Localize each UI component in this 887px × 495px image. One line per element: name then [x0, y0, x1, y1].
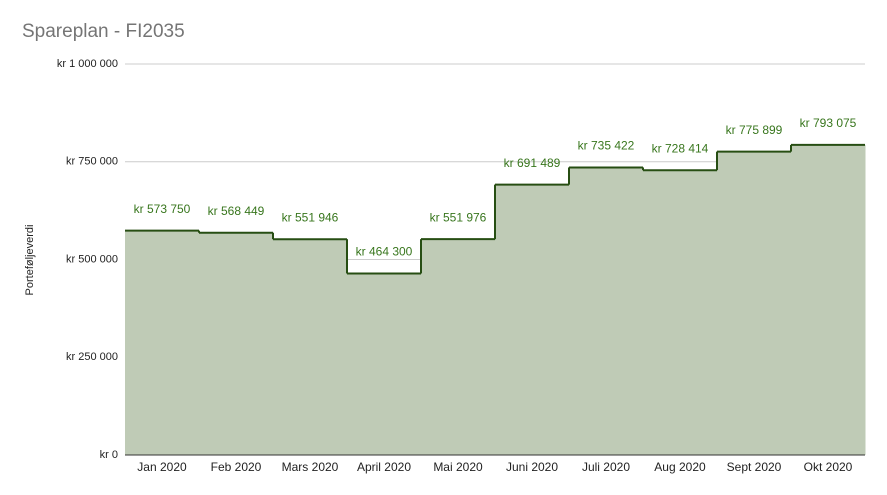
area-step [643, 170, 718, 455]
area-step [199, 232, 274, 455]
y-tick-label: kr 250 000 [66, 351, 118, 363]
data-label: kr 728 414 [652, 141, 709, 155]
data-label: kr 793 075 [800, 116, 857, 130]
data-label: kr 691 489 [504, 156, 561, 170]
area-step [273, 239, 348, 455]
y-tick-label: kr 750 000 [66, 156, 118, 168]
data-label: kr 573 750 [134, 202, 191, 216]
data-label: kr 568 449 [208, 204, 265, 218]
area-step [421, 239, 496, 455]
area-step [791, 144, 866, 456]
data-label: kr 551 946 [282, 210, 339, 224]
x-tick-label: Jan 2020 [137, 460, 187, 474]
data-label: kr 551 976 [430, 210, 487, 224]
x-tick-label: Mai 2020 [433, 460, 483, 474]
area-step [495, 184, 570, 455]
x-tick-label: Juni 2020 [506, 460, 558, 474]
area-step [717, 151, 792, 456]
data-label: kr 464 300 [356, 245, 413, 259]
x-tick-label: Sept 2020 [727, 460, 782, 474]
y-axis-label: Porteføljeverdi [24, 225, 36, 296]
data-label: kr 775 899 [726, 123, 783, 137]
x-tick-label: April 2020 [357, 460, 411, 474]
y-tick-label: kr 500 000 [66, 253, 118, 265]
x-tick-label: Aug 2020 [654, 460, 706, 474]
x-tick-label: Mars 2020 [282, 460, 339, 474]
x-tick-label: Feb 2020 [211, 460, 262, 474]
chart-title: Spareplan - FI2035 [22, 21, 185, 42]
area-step [125, 230, 200, 455]
data-label: kr 735 422 [578, 139, 635, 153]
y-tick-label: kr 0 [100, 449, 118, 461]
area-step [347, 273, 422, 455]
x-tick-label: Okt 2020 [804, 460, 853, 474]
y-tick-label: kr 1 000 000 [57, 58, 118, 70]
area-step [569, 167, 644, 455]
x-tick-label: Juli 2020 [582, 460, 630, 474]
